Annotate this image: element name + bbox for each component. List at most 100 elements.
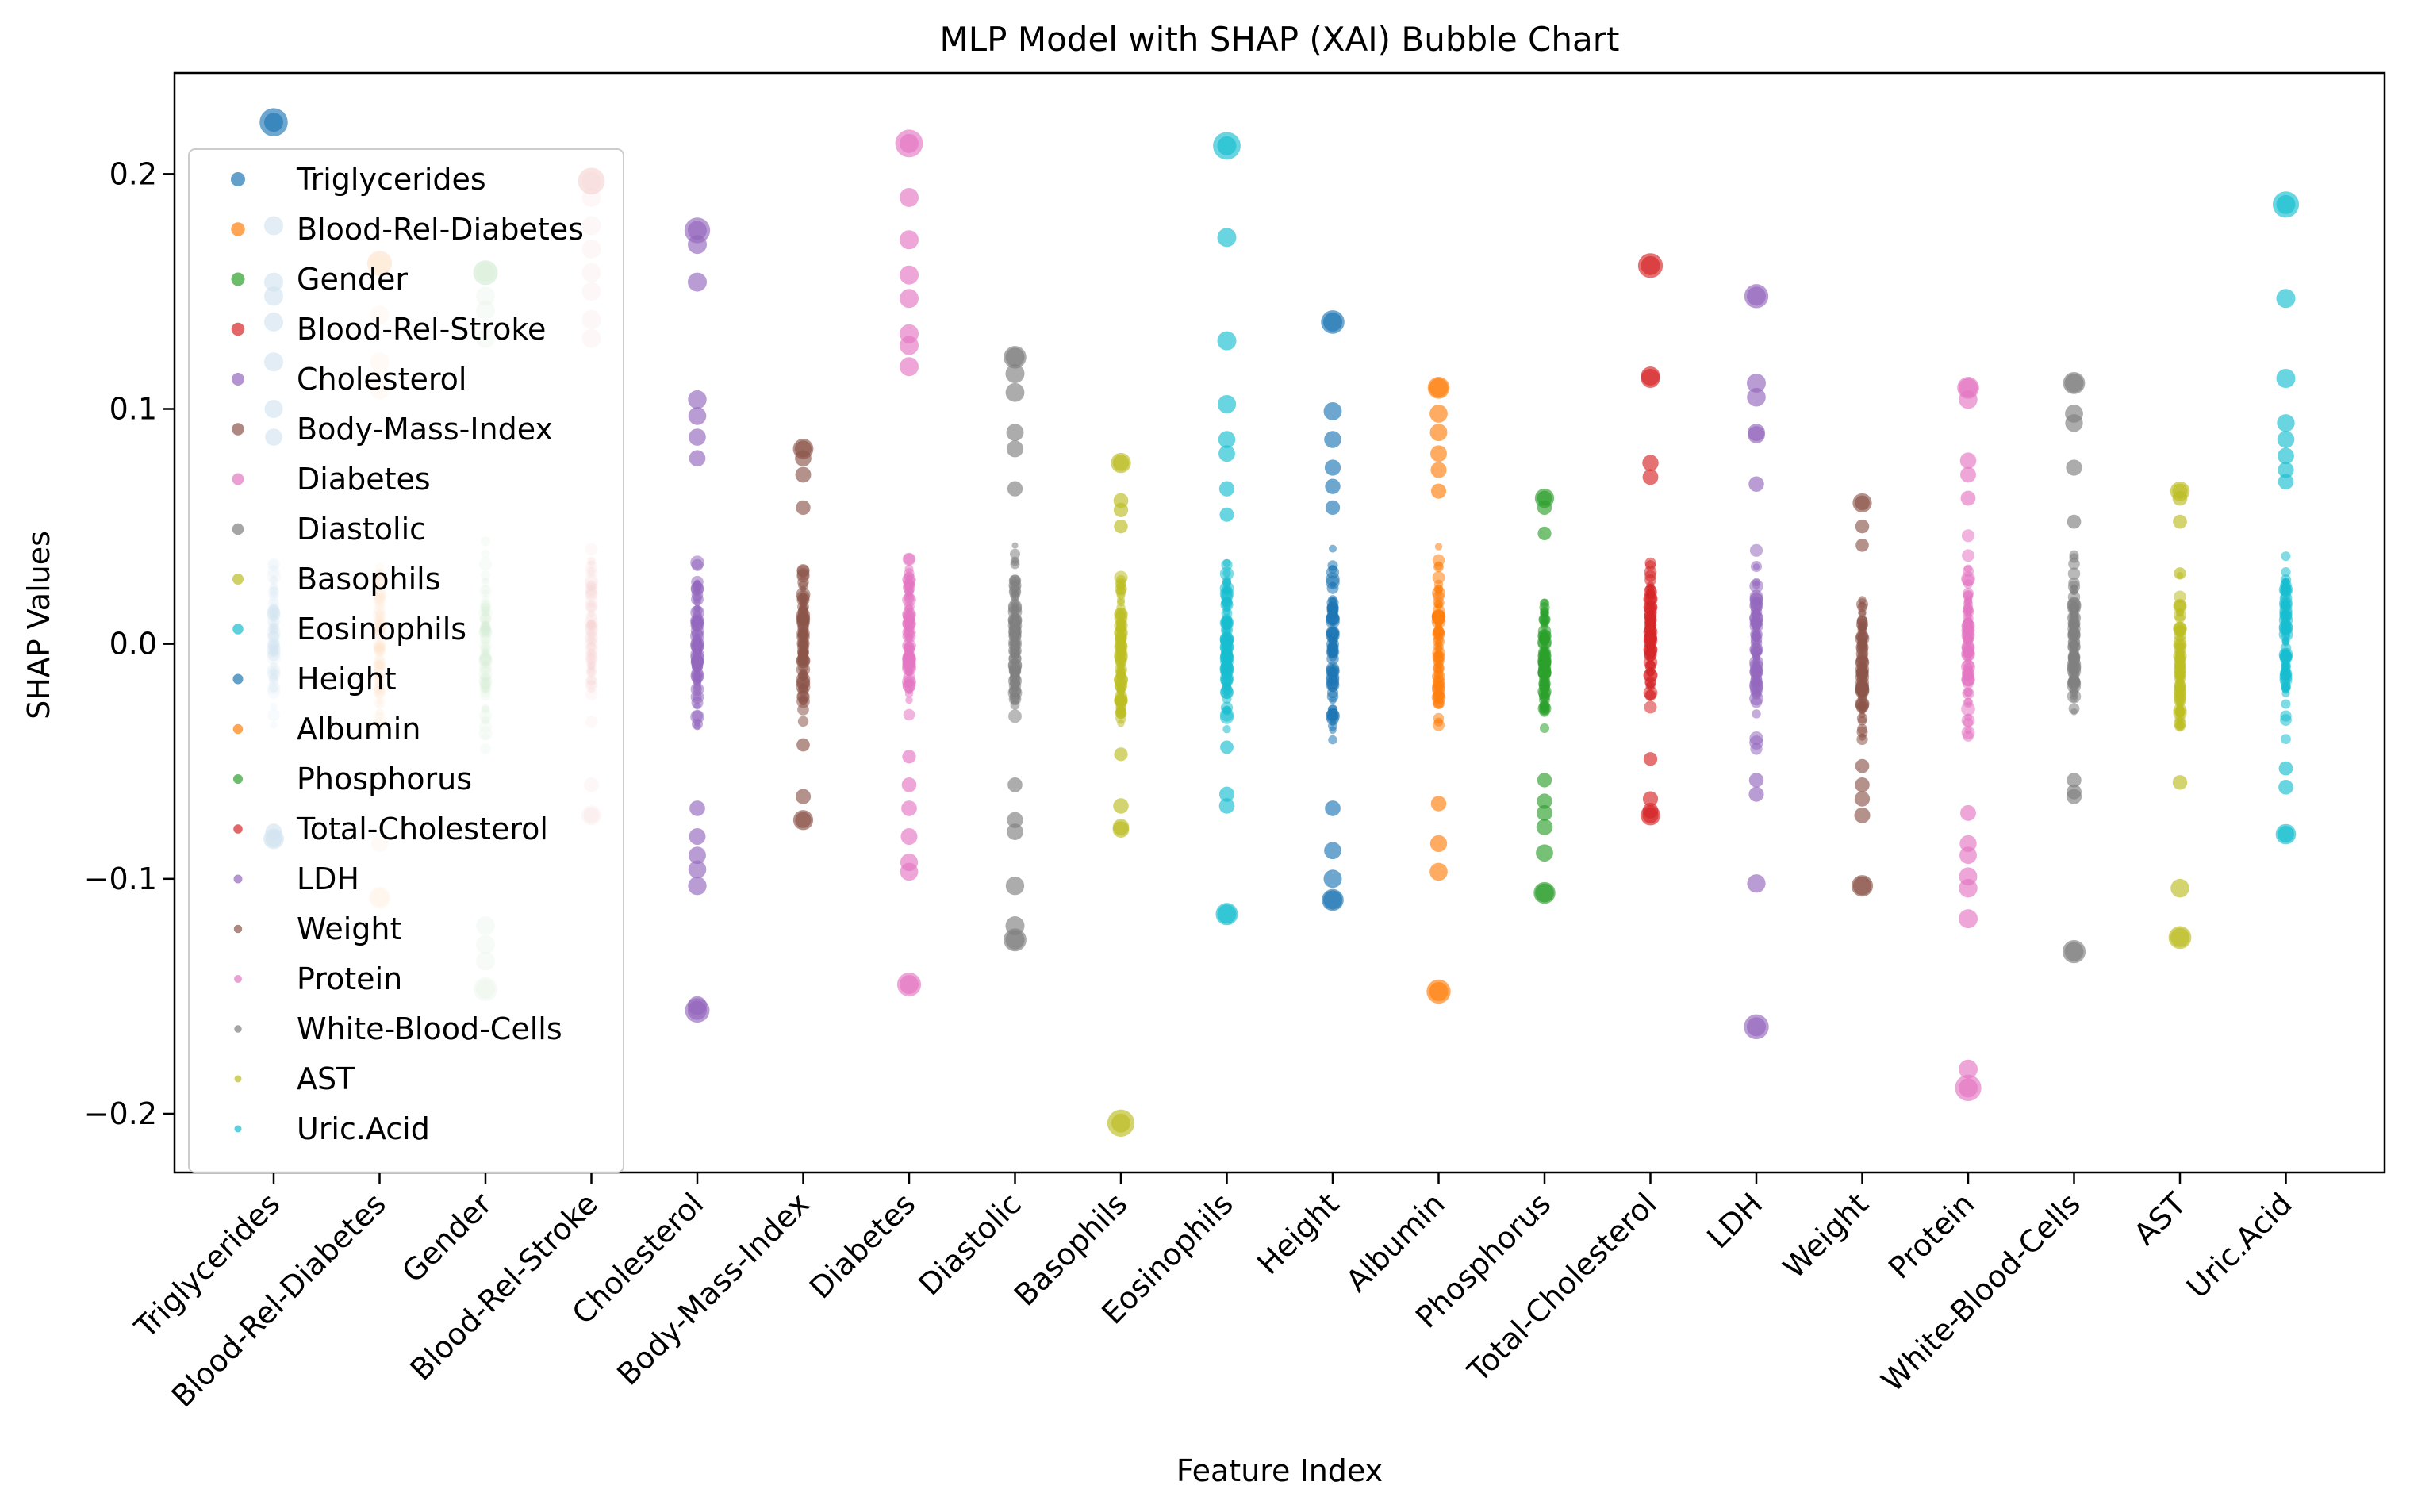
data-point <box>1432 554 1445 566</box>
data-point <box>1114 519 1128 534</box>
legend-marker <box>234 1025 242 1033</box>
data-point <box>1223 688 1230 695</box>
data-point <box>1434 617 1443 626</box>
series-Phosphorus <box>1533 488 1556 904</box>
data-point <box>1430 483 1447 499</box>
data-point <box>1222 705 1232 716</box>
data-point <box>1007 481 1023 497</box>
data-point <box>902 750 916 764</box>
legend-marker <box>232 574 244 585</box>
x-tick-label: Gender <box>395 1186 498 1289</box>
legend-marker <box>234 1075 242 1083</box>
data-point <box>1957 377 1979 399</box>
data-point <box>1009 666 1021 678</box>
data-point <box>689 428 706 446</box>
y-tick-label: −0.2 <box>84 1096 157 1131</box>
data-point <box>792 438 814 459</box>
data-point <box>1329 726 1337 735</box>
data-point <box>692 710 703 722</box>
series-Cholesterol <box>684 217 711 1023</box>
data-point <box>1427 377 1450 399</box>
legend-label: Blood-Rel-Stroke <box>297 312 546 347</box>
data-point <box>1752 631 1761 640</box>
data-point <box>2067 640 2081 654</box>
legend-marker <box>231 172 245 186</box>
data-point <box>2066 789 2082 804</box>
data-point <box>904 601 915 612</box>
data-point <box>691 670 704 684</box>
data-point <box>1537 804 1552 821</box>
series-Albumin <box>1426 377 1451 1004</box>
data-point <box>259 108 288 136</box>
data-point <box>1329 597 1337 604</box>
data-point <box>1004 928 1027 952</box>
data-point <box>900 289 919 309</box>
data-point <box>900 187 919 207</box>
data-point <box>1537 773 1552 788</box>
data-point <box>1222 578 1232 587</box>
data-point <box>1534 488 1555 508</box>
data-point <box>1963 589 1974 601</box>
data-point <box>1640 805 1661 826</box>
data-point <box>1749 589 1763 604</box>
data-point <box>691 628 704 641</box>
data-point <box>2281 699 2291 709</box>
data-point <box>1116 695 1126 705</box>
data-point <box>1435 651 1442 659</box>
data-point <box>1642 791 1659 807</box>
legend-label: Phosphorus <box>297 762 472 796</box>
legend-marker <box>234 975 242 983</box>
data-point <box>2276 289 2296 309</box>
data-point <box>1963 634 1973 643</box>
data-point <box>1222 725 1231 734</box>
data-point <box>1218 431 1236 448</box>
data-point <box>2282 668 2289 676</box>
data-point <box>1749 665 1763 679</box>
data-point <box>905 696 913 704</box>
data-point <box>896 973 922 997</box>
data-point <box>796 567 810 581</box>
data-point <box>1644 649 1657 662</box>
y-tick-label: 0.2 <box>109 156 157 191</box>
data-point <box>1218 445 1235 462</box>
series-Eosinophils <box>1213 132 1241 926</box>
data-point <box>2067 514 2082 529</box>
data-point <box>1429 862 1448 881</box>
data-point <box>2281 683 2291 693</box>
data-point <box>1852 493 1872 513</box>
legend-marker <box>233 924 243 934</box>
data-point <box>799 697 808 705</box>
data-point <box>2277 414 2295 432</box>
y-axis-ticks: −0.2 −0.1 0.0 0.1 0.2 <box>84 156 175 1131</box>
data-point <box>2278 447 2294 465</box>
data-point <box>1744 284 1769 309</box>
data-point <box>1005 364 1025 384</box>
data-point <box>1219 566 1234 581</box>
data-point <box>1752 620 1761 631</box>
data-point <box>1429 424 1448 442</box>
y-tick-label: 0.0 <box>109 627 157 662</box>
data-point <box>2174 694 2186 708</box>
data-point <box>1222 608 1231 616</box>
data-point <box>1116 574 1126 585</box>
data-point <box>2278 582 2293 597</box>
data-point <box>1855 630 1869 643</box>
data-point <box>2172 775 2188 790</box>
data-point <box>1220 652 1234 666</box>
data-point <box>905 624 913 632</box>
data-point <box>1533 881 1556 904</box>
data-point <box>2281 551 2291 562</box>
series-Protein <box>1955 377 1982 1101</box>
data-point <box>1641 369 1660 388</box>
data-point <box>1855 777 1870 792</box>
data-point <box>1434 543 1443 551</box>
data-point <box>2065 414 2083 432</box>
data-point <box>690 650 704 665</box>
legend-marker <box>231 222 245 236</box>
data-point <box>1537 629 1552 643</box>
legend-label: Diabetes <box>297 462 431 497</box>
data-point <box>795 789 812 804</box>
data-point <box>1007 777 1023 792</box>
y-tick-label: −0.1 <box>84 862 157 896</box>
